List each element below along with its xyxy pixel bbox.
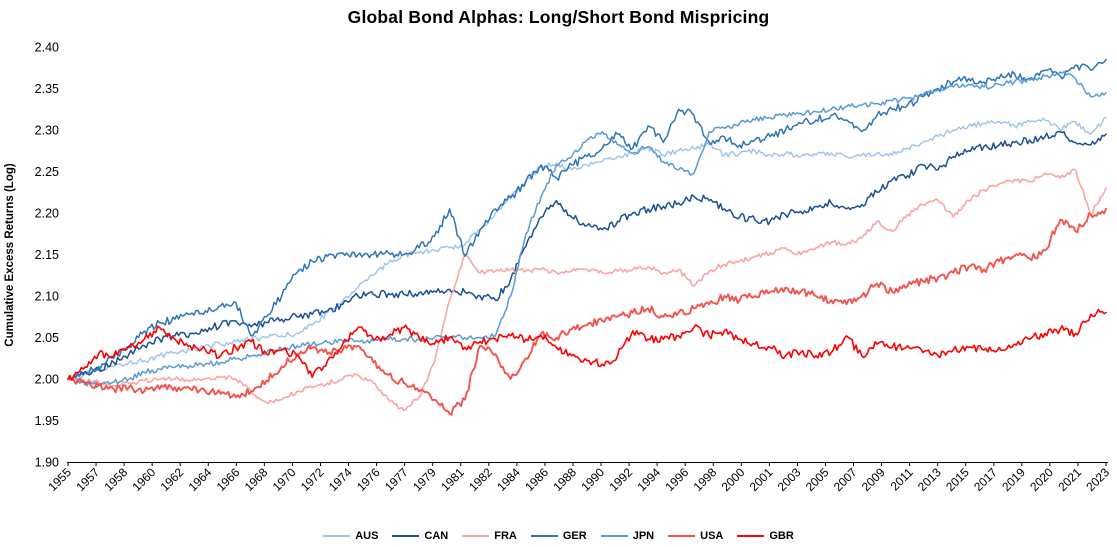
x-axis-tick-label: 1994	[634, 465, 663, 494]
x-axis-tick-label: 2019	[999, 465, 1028, 494]
legend-item-usa: USA	[668, 530, 723, 542]
legend-label-jpn: JPN	[632, 530, 655, 542]
x-axis-tick-label: 1998	[691, 465, 720, 494]
y-axis-tick-label: 2.35	[35, 82, 59, 96]
x-axis-tick-label: 1957	[73, 465, 102, 494]
legend-swatch-jpn	[600, 535, 628, 537]
x-axis-tick-label: 2017	[971, 465, 1000, 494]
x-axis-tick-label: 2000	[719, 465, 748, 494]
legend-item-ger: GER	[530, 530, 587, 542]
y-axis-tick-label: 2.25	[35, 165, 59, 179]
legend-label-usa: USA	[700, 530, 724, 542]
legend-swatch-gbr	[737, 535, 765, 537]
x-axis-tick-label: 1986	[522, 465, 551, 494]
legend-item-gbr: GBR	[737, 530, 794, 542]
series-line-gbr	[67, 308, 1107, 381]
series-line-ger	[67, 58, 1107, 381]
legend-swatch-can	[392, 535, 420, 537]
x-axis-tick-label: 1972	[298, 465, 327, 494]
y-axis-tick-label: 2.30	[35, 124, 59, 138]
series-line-usa	[67, 207, 1107, 416]
y-axis-tick-label: 2.40	[35, 41, 59, 55]
x-axis-tick-label: 1982	[466, 465, 495, 494]
x-axis-tick-label: 1981	[438, 465, 467, 494]
y-axis-tick-label: 1.95	[35, 414, 59, 428]
x-axis-tick-label: 2005	[803, 465, 832, 494]
x-axis-tick-label: 1974	[326, 465, 355, 494]
legend-swatch-ger	[530, 535, 558, 537]
x-axis-tick-label: 1960	[130, 465, 159, 494]
series-line-aus	[67, 116, 1107, 380]
x-axis-tick-label: 1966	[214, 465, 243, 494]
y-axis-tick-label: 2.10	[35, 290, 59, 304]
y-axis-tick-label: 2.05	[35, 331, 59, 345]
x-axis-tick-label: 2013	[915, 465, 944, 494]
legend-label-ger: GER	[562, 530, 587, 542]
series-line-fra	[67, 168, 1107, 412]
legend: AUS CAN FRA GER JPN USA GBR	[0, 530, 1117, 542]
series-line-jpn	[67, 70, 1107, 388]
y-axis-tick-label: 2.00	[35, 373, 59, 387]
y-axis-tick-label: 2.15	[35, 248, 59, 262]
x-axis-tick-label: 2009	[859, 465, 888, 494]
legend-swatch-aus	[323, 535, 351, 537]
series-line-can	[67, 130, 1107, 381]
legend-label-can: CAN	[424, 530, 449, 542]
x-axis-tick-label: 1977	[382, 465, 411, 494]
x-axis-tick-label: 2023	[1083, 465, 1112, 494]
x-axis-tick-label: 2021	[1055, 465, 1084, 494]
x-axis-tick-label: 1976	[354, 465, 383, 494]
y-axis-tick-label: 1.90	[35, 456, 59, 470]
x-axis-tick-label: 1996	[663, 465, 692, 494]
x-axis-tick-label: 2015	[943, 465, 972, 494]
y-axis-tick-label: 2.20	[35, 207, 59, 221]
legend-swatch-usa	[668, 535, 696, 537]
legend-item-can: CAN	[392, 530, 448, 542]
x-axis-tick-label: 2003	[775, 465, 804, 494]
x-axis-tick-label: 1970	[270, 465, 299, 494]
x-axis-tick-label: 1964	[186, 465, 215, 494]
x-axis-tick-label: 1968	[242, 465, 271, 494]
x-axis-tick-label: 1979	[410, 465, 439, 494]
x-axis-tick-label: 1958	[101, 465, 130, 494]
legend-item-jpn: JPN	[600, 530, 655, 542]
legend-swatch-fra	[462, 535, 490, 537]
x-axis-tick-label: 1962	[158, 465, 187, 494]
legend-label-gbr: GBR	[769, 530, 794, 542]
legend-item-aus: AUS	[323, 530, 378, 542]
x-axis-tick-label: 1990	[578, 465, 607, 494]
x-axis-tick-label: 1992	[606, 465, 635, 494]
x-axis-tick-label: 2020	[1027, 465, 1056, 494]
x-axis-tick-label: 1988	[550, 465, 579, 494]
chart-title: Global Bond Alphas: Long/Short Bond Misp…	[347, 7, 770, 27]
x-axis-tick-label: 2001	[747, 465, 776, 494]
legend-label-aus: AUS	[355, 530, 379, 542]
legend-label-fra: FRA	[494, 530, 517, 542]
x-axis-tick-label: 2007	[831, 465, 860, 494]
x-axis-tick-label: 1984	[494, 465, 523, 494]
x-axis-tick-label: 2011	[888, 465, 916, 493]
legend-item-fra: FRA	[462, 530, 517, 542]
